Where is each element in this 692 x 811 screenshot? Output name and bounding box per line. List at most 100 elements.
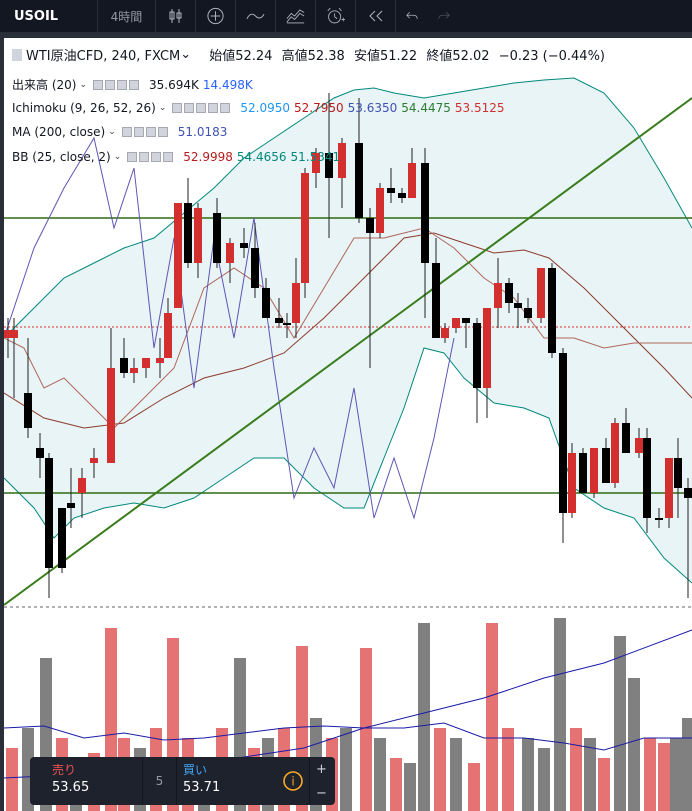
ma-value: 51.0183 [177, 125, 228, 139]
series-legend[interactable]: WTI原油CFD, 240, FXCM ⌄ 始値52.24 高値52.38 安値… [12, 45, 610, 64]
volume-bar [404, 763, 416, 811]
volume-bar [6, 748, 18, 811]
close-icon[interactable] [157, 127, 168, 137]
candle-body [643, 438, 651, 518]
candle-body [473, 323, 481, 388]
ichimoku-value-4: 54.4475 [401, 101, 451, 115]
volume-bar [486, 623, 498, 811]
candles-icon [169, 9, 181, 23]
volume-bar [360, 648, 372, 811]
volume-legend[interactable]: 出来高 (20) ⌄ 35.694K 14.498K [12, 76, 253, 93]
interval-selector[interactable]: 4時間 [98, 0, 156, 32]
quantity-stepper[interactable]: + − [309, 757, 333, 805]
legend-buttons[interactable] [127, 152, 174, 162]
ichimoku-legend[interactable]: Ichimoku (9, 26, 52, 26) ⌄ 52.0950 52.795… [12, 101, 504, 115]
bb-legend[interactable]: BB (25, close, 2) ⌄ 52.9998 54.4656 51.53… [12, 150, 340, 164]
candle-body [301, 173, 309, 283]
candle-body [24, 393, 32, 428]
candle-body [684, 488, 692, 498]
change-value: −0.23 (−0.44%) [498, 49, 605, 64]
candle-body [635, 438, 643, 453]
line-tool-icon [246, 13, 265, 20]
chart-area[interactable]: WTI原油CFD, 240, FXCM ⌄ 始値52.24 高値52.38 安値… [4, 38, 692, 811]
volume-bar [598, 758, 610, 811]
chevron-down-icon[interactable]: ⌄ [108, 127, 116, 137]
ichimoku-value-2: 52.7950 [293, 101, 344, 115]
candle-body [622, 423, 630, 453]
symbol-search[interactable]: USOIL [0, 0, 98, 32]
candle-body [494, 283, 502, 308]
sell-button[interactable]: 売り 53.65 [30, 757, 143, 805]
buy-price: 53.71 [183, 780, 221, 795]
bollinger-cloud [4, 78, 692, 583]
ma-legend[interactable]: MA (200, close) ⌄ 51.0183 [12, 125, 227, 139]
chevron-down-icon[interactable]: ⌄ [180, 47, 192, 62]
candle-body [452, 318, 460, 328]
close-icon[interactable] [163, 152, 174, 162]
alert-button[interactable] [316, 0, 356, 32]
open-label: 始値 [209, 49, 236, 64]
replay-button[interactable] [356, 0, 396, 32]
candle-body [45, 458, 53, 568]
volume-name: 出来高 (20) [12, 78, 77, 92]
chevron-down-icon[interactable]: ⌄ [113, 152, 122, 162]
sell-price: 53.65 [52, 780, 90, 795]
candle-body [240, 243, 248, 248]
redo-button[interactable] [428, 0, 460, 32]
candle-body [408, 163, 416, 198]
buy-button[interactable]: 買い 53.71 [177, 757, 277, 805]
open-value: 52.24 [235, 49, 273, 64]
candle-body [432, 263, 440, 338]
volume-bar [644, 738, 656, 811]
volume-bar [450, 738, 462, 811]
legend-buttons[interactable] [172, 103, 231, 113]
eye-icon[interactable] [93, 79, 103, 90]
legend-buttons[interactable] [121, 127, 168, 137]
settings-icon[interactable] [184, 103, 195, 113]
settings-icon[interactable] [105, 79, 115, 90]
eye-icon[interactable] [172, 103, 183, 113]
volume-bar [522, 738, 534, 811]
settings-icon[interactable] [133, 127, 144, 137]
top-toolbar: USOIL 4時間 [0, 0, 692, 32]
plus-icon[interactable] [151, 152, 162, 162]
candle-body [579, 453, 587, 493]
source-icon[interactable] [196, 103, 207, 113]
candle-body [275, 318, 283, 323]
candle-body [67, 503, 75, 508]
chevron-down-icon[interactable]: ⌄ [158, 103, 167, 113]
volume-bar [538, 748, 550, 811]
legend-buttons[interactable] [93, 79, 139, 90]
bb-value-1: 52.9998 [183, 150, 233, 164]
plus-button[interactable]: + [316, 761, 327, 777]
quantity-field[interactable]: 5 [143, 757, 177, 805]
chevron-down-icon[interactable]: ⌄ [79, 79, 87, 90]
minus-button[interactable]: − [316, 785, 327, 801]
compare-button[interactable] [236, 0, 276, 32]
close-icon[interactable] [220, 103, 231, 113]
volume-bar [670, 738, 682, 811]
plus-icon[interactable] [208, 103, 219, 113]
undo-button[interactable] [396, 0, 428, 32]
close-value: 52.02 [452, 49, 490, 64]
chart-type-button[interactable] [156, 0, 196, 32]
replay-icon [368, 10, 382, 22]
sell-label: 売り [52, 763, 77, 777]
eye-icon[interactable] [127, 152, 138, 162]
indicators-button[interactable] [196, 0, 236, 32]
candle-body [292, 283, 300, 323]
plus-icon[interactable] [117, 79, 127, 90]
svg-text:i: i [291, 775, 294, 789]
candle-body [524, 308, 532, 318]
plus-icon[interactable] [145, 127, 156, 137]
flag-icon[interactable] [12, 48, 22, 61]
info-button[interactable]: i [277, 757, 309, 805]
add-indicator-icon [207, 7, 224, 25]
eye-icon[interactable] [121, 127, 132, 137]
close-icon[interactable] [129, 79, 139, 90]
settings-icon[interactable] [139, 152, 150, 162]
candle-body [283, 323, 291, 325]
templates-button[interactable] [276, 0, 316, 32]
trendline [4, 97, 692, 606]
candle-body [325, 153, 333, 178]
